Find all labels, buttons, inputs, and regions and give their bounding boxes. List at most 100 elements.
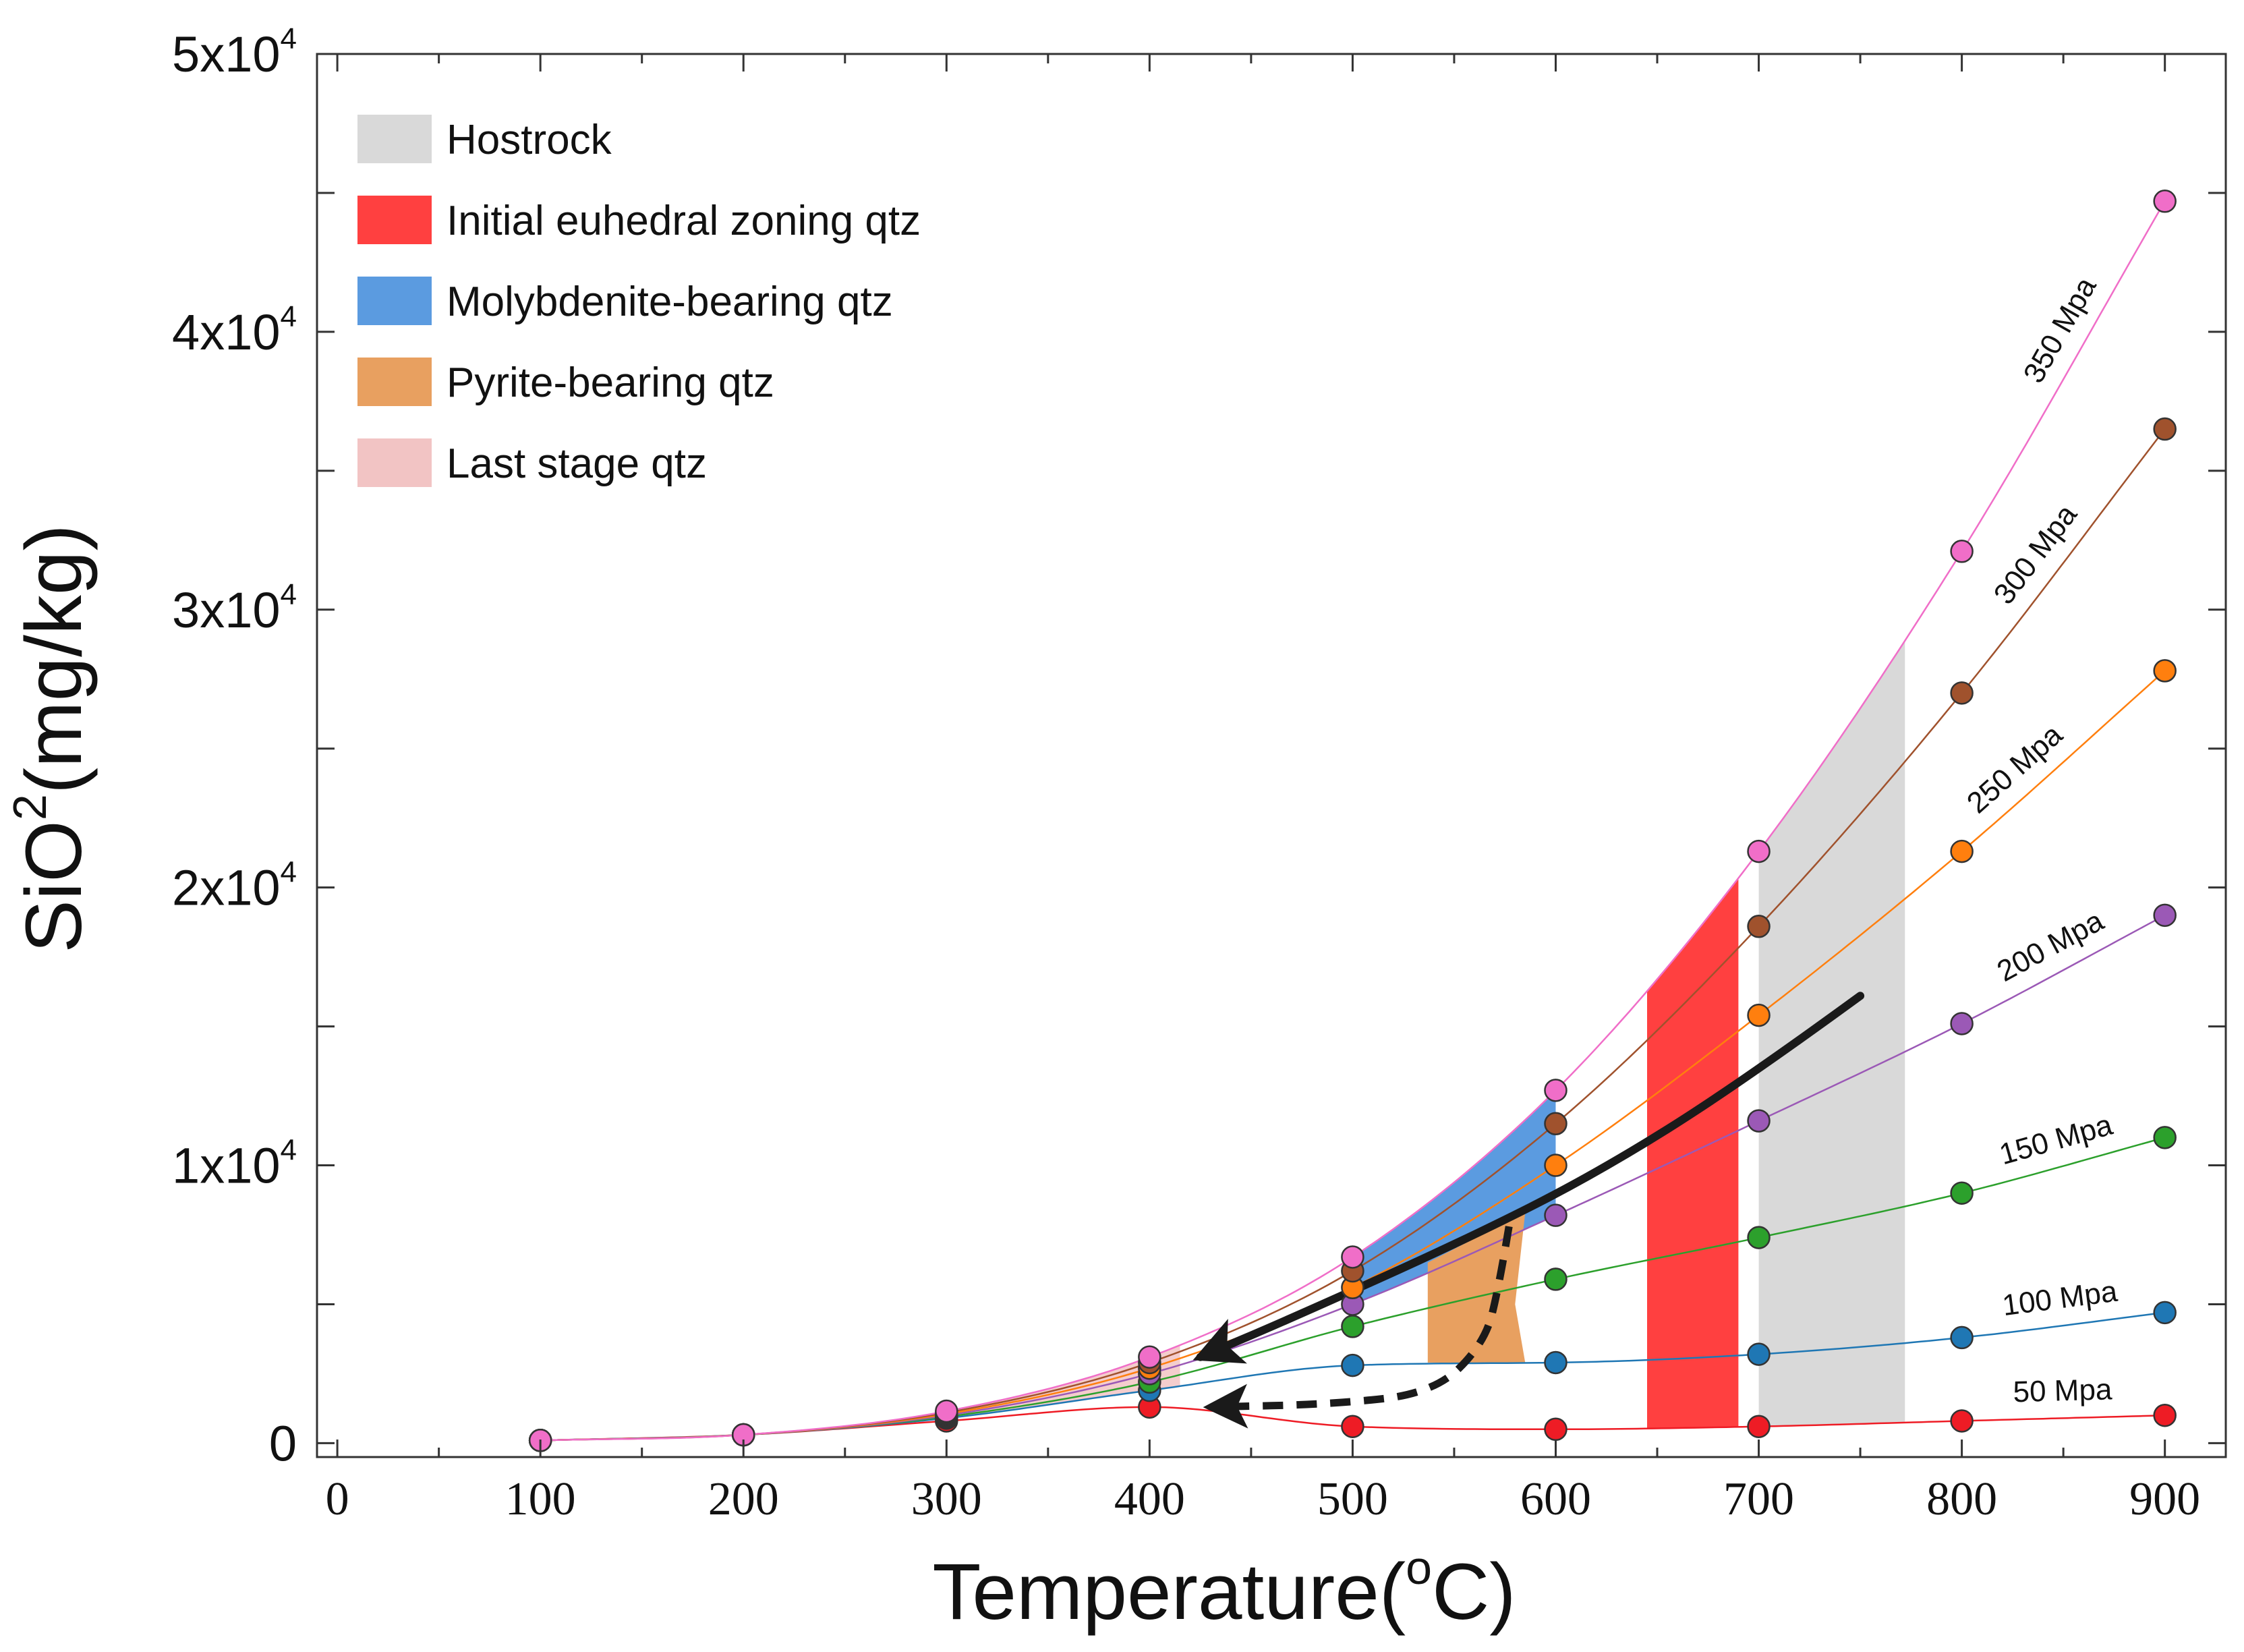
point-50-mpa-600 [1544,1417,1567,1442]
y-tick-label-base: 5x10 [172,26,280,82]
x-tick-label-800: 800 [1926,1473,1997,1525]
point-150-mpa-800 [1950,1181,1974,1205]
x-tick-labels: 0 100 200 300 400 500 600 700 800 900 [326,1473,2201,1525]
point-350-mpa-900 [2153,190,2177,213]
legend: Hostrock Initial euhedral zoning qtz Molyb… [357,115,921,487]
point-150-mpa-700 [1747,1226,1771,1249]
x-tick-label-700: 700 [1723,1473,1794,1525]
legend-swatch-hostrock [357,115,432,163]
point-350-mpa-400 [1138,1345,1161,1369]
x-axis-label-base: Temperature( [932,1547,1406,1636]
series-label-200-mpa: 200 Mpa [1992,904,2109,988]
region-hostrock [1758,640,1905,1427]
y-tick-label-exp: 4 [281,1134,297,1167]
y-tick-label-30000: 3x104 [172,578,297,638]
y-tick-label-base: 3x10 [172,582,280,638]
point-300-mpa-700 [1747,915,1771,938]
y-axis-label-base: SiO [9,820,98,953]
point-350-mpa-500 [1341,1245,1364,1269]
y-tick-label-0: 0 [269,1415,297,1471]
point-150-mpa-500 [1341,1315,1364,1338]
point-50-mpa-900 [2153,1403,2177,1427]
plot-frame [316,53,2227,1458]
legend-swatch-pyrite-bearing-qtz [357,358,432,406]
region-molybdenite-bearing-qtz [1352,1090,1556,1305]
x-tick-label-0: 0 [326,1473,349,1525]
point-250-mpa-700 [1747,1003,1771,1027]
y-tick-label-exp: 4 [281,300,297,333]
y-tick-label-base: 4x10 [172,304,280,360]
series-label-150-mpa: 150 Mpa [1996,1108,2117,1172]
point-350-mpa-700 [1747,839,1771,863]
point-100-mpa-700 [1747,1342,1771,1366]
point-300-mpa-600 [1544,1112,1567,1135]
y-tick-label-exp: 4 [281,22,297,55]
point-100-mpa-800 [1950,1326,1974,1350]
legend-label-hostrock: Hostrock [447,117,612,163]
y-tick-label-exp: 4 [281,578,297,611]
point-350-mpa-600 [1544,1079,1567,1102]
x-tick-label-200: 200 [708,1473,779,1525]
x-tick-label-400: 400 [1114,1473,1185,1525]
x-tick-label-500: 500 [1317,1473,1388,1525]
evolution-paths [1192,992,1865,1429]
point-100-mpa-900 [2153,1301,2177,1325]
y-tick-label-50000: 5x104 [172,22,297,82]
y-tick-label-base: 2x10 [172,860,280,916]
region-pyrite-bearing-qtz [1427,1212,1526,1363]
point-50-mpa-800 [1950,1409,1974,1433]
point-300-mpa-900 [2153,417,2177,441]
series-label-100-mpa: 100 Mpa [2001,1275,2120,1323]
series-points [528,190,2177,1452]
x-tick-label-300: 300 [911,1473,982,1525]
series-label-50-mpa: 50 Mpa [2013,1373,2113,1408]
y-tick-label-10000: 1x104 [172,1134,297,1194]
legend-label-initial-euhedral-zoning-qtz: Initial euhedral zoning qtz [447,198,921,244]
y-tick-label-exp: 4 [281,856,297,889]
point-200-mpa-600 [1544,1203,1567,1227]
x-axis-label-tail: C) [1432,1547,1516,1636]
y-axis-label-sup: 2 [3,794,56,820]
x-tick-label-100: 100 [505,1473,576,1525]
point-150-mpa-600 [1544,1268,1567,1291]
x-axis-label-sup: o [1406,1541,1432,1594]
point-250-mpa-900 [2153,659,2177,683]
y-tick-label-base: 0 [269,1415,297,1471]
shaded-regions [946,640,1905,1429]
y-tick-label-20000: 2x104 [172,856,297,916]
point-200-mpa-700 [1747,1109,1771,1133]
y-tick-label-base: 1x10 [172,1138,280,1194]
point-250-mpa-800 [1950,839,1974,863]
point-100-mpa-600 [1544,1350,1567,1375]
point-200-mpa-900 [2153,903,2177,928]
y-axis-label-tail: (mg/kg) [9,524,98,794]
axis-ticks [317,53,2226,1457]
point-350-mpa-300 [935,1399,958,1423]
region-initial-euhedral-zoning-qtz [1647,878,1739,1429]
y-tick-label-40000: 4x104 [172,300,297,360]
point-200-mpa-800 [1950,1012,1974,1035]
point-300-mpa-800 [1950,681,1974,705]
point-250-mpa-600 [1544,1153,1567,1177]
point-350-mpa-800 [1950,540,1974,563]
x-tick-label-900: 900 [2129,1473,2200,1525]
legend-label-last-stage-qtz: Last stage qtz [447,440,707,487]
point-150-mpa-900 [2153,1126,2177,1149]
legend-swatch-last-stage-qtz [357,438,432,487]
point-50-mpa-500 [1341,1415,1364,1438]
point-50-mpa-700 [1747,1415,1771,1438]
legend-swatch-initial-euhedral-zoning-qtz [357,196,432,244]
legend-swatch-molybdenite-bearing-qtz [357,277,432,325]
path-solid-arrow [1192,992,1865,1364]
y-axis-label: SiO2(mg/kg) [3,524,98,953]
point-100-mpa-500 [1341,1353,1364,1377]
x-tick-label-600: 600 [1520,1473,1591,1525]
x-axis-label: Temperature(oC) [932,1541,1516,1636]
legend-label-molybdenite-bearing-qtz: Molybdenite-bearing qtz [447,279,893,325]
legend-label-pyrite-bearing-qtz: Pyrite-bearing qtz [447,360,774,406]
series-label-350-mpa: 350 Mpa [2017,271,2103,389]
